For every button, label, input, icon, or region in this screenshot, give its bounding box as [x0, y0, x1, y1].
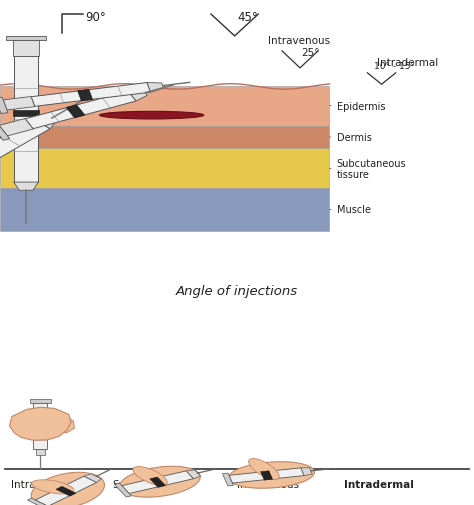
- Text: Dermis: Dermis: [329, 133, 372, 143]
- Polygon shape: [13, 41, 39, 57]
- Polygon shape: [6, 37, 46, 41]
- Bar: [36, 449, 45, 455]
- Text: Intradermal: Intradermal: [377, 58, 438, 68]
- Polygon shape: [122, 471, 193, 493]
- Bar: [0, 188, 329, 232]
- Bar: [0, 148, 329, 188]
- Ellipse shape: [100, 112, 204, 120]
- Polygon shape: [13, 111, 39, 117]
- Bar: [0, 87, 329, 127]
- Polygon shape: [114, 483, 131, 497]
- Text: 90°: 90°: [85, 11, 106, 24]
- Polygon shape: [35, 476, 97, 505]
- Text: Intravenous: Intravenous: [268, 36, 330, 46]
- Bar: [30, 399, 51, 403]
- Polygon shape: [31, 83, 151, 107]
- Polygon shape: [147, 83, 164, 93]
- Text: 25°: 25°: [301, 48, 319, 58]
- Polygon shape: [301, 468, 312, 476]
- Polygon shape: [128, 91, 147, 102]
- Polygon shape: [228, 462, 314, 488]
- Polygon shape: [14, 57, 38, 183]
- Polygon shape: [249, 459, 279, 480]
- Polygon shape: [27, 498, 52, 505]
- Polygon shape: [14, 183, 38, 191]
- Polygon shape: [186, 470, 201, 479]
- Polygon shape: [261, 471, 273, 480]
- Polygon shape: [56, 486, 76, 496]
- Text: Angle of injections: Angle of injections: [176, 284, 298, 297]
- Text: 45°: 45°: [237, 11, 258, 24]
- Bar: [33, 403, 47, 449]
- Polygon shape: [150, 477, 165, 487]
- Polygon shape: [119, 466, 201, 497]
- Polygon shape: [222, 473, 233, 486]
- Text: 10° - 15°: 10° - 15°: [374, 62, 415, 71]
- Polygon shape: [51, 417, 74, 433]
- Polygon shape: [0, 98, 8, 114]
- Polygon shape: [9, 408, 71, 440]
- Polygon shape: [0, 119, 33, 137]
- Bar: [0, 127, 329, 148]
- Polygon shape: [0, 120, 50, 199]
- Text: Muscle: Muscle: [329, 205, 371, 215]
- Text: Epidermis: Epidermis: [329, 102, 385, 111]
- Text: Subcutaneous
tissure: Subcutaneous tissure: [329, 158, 406, 180]
- Polygon shape: [229, 468, 304, 483]
- Text: Intramuscular: Intramuscular: [11, 479, 84, 489]
- Polygon shape: [31, 472, 104, 505]
- Polygon shape: [66, 106, 85, 119]
- Polygon shape: [32, 480, 74, 494]
- Polygon shape: [78, 90, 92, 102]
- Polygon shape: [3, 97, 35, 111]
- Polygon shape: [33, 116, 56, 129]
- Text: Intravenous: Intravenous: [237, 479, 299, 489]
- Polygon shape: [25, 92, 136, 129]
- Polygon shape: [133, 467, 167, 485]
- Bar: [32, 418, 49, 423]
- Text: Subcutaneous: Subcutaneous: [112, 479, 186, 489]
- Polygon shape: [84, 474, 101, 482]
- Text: Intradermal: Intradermal: [344, 479, 414, 489]
- Polygon shape: [0, 124, 10, 141]
